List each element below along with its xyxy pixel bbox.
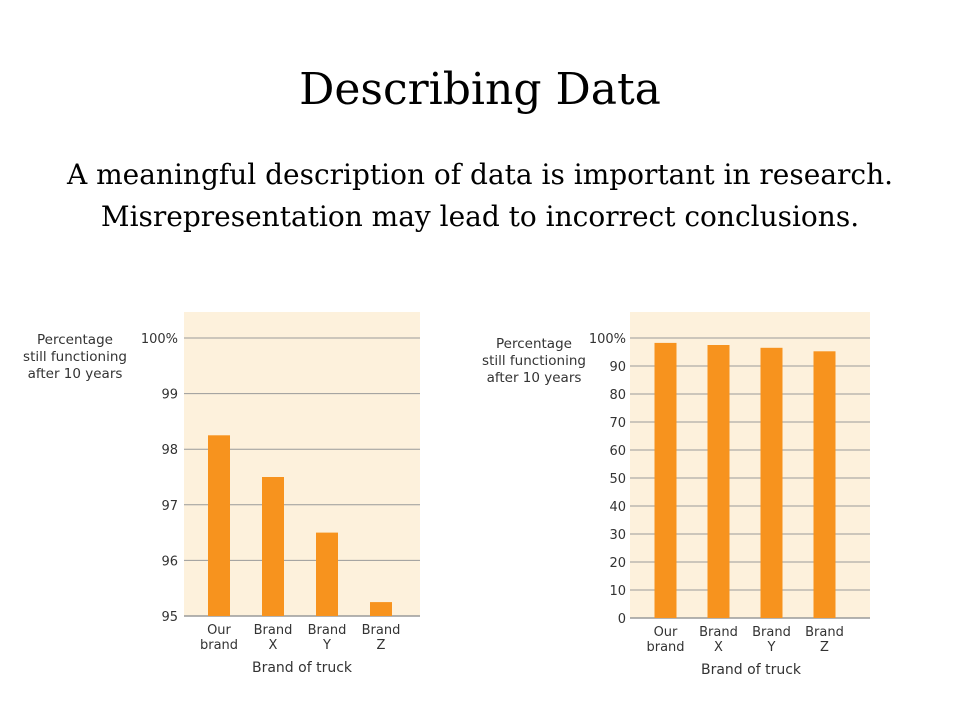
left-y-tick-label: 97	[161, 499, 178, 514]
left-bar	[208, 435, 230, 616]
right-x-tick-label: Brand	[805, 625, 844, 640]
right-x-tick-label: Brand	[752, 625, 791, 640]
right-y-tick-label: 20	[609, 556, 626, 571]
right-y-tick-label: 40	[609, 500, 626, 515]
chart-truncated-axis: 95 96 97 98 99 100% Percentage still functionin…	[0, 300, 440, 700]
left-y-tick-label: 98	[161, 443, 178, 458]
chart-full-axis: 0 10 20 30 40 50 60 70 80 90 100% Percentage still f…	[450, 300, 890, 700]
right-bar	[813, 351, 836, 618]
left-x-tick-label: Brand	[362, 623, 401, 638]
right-y-axis-label: still functioning	[482, 353, 586, 369]
left-y-tick-label: 100%	[141, 332, 178, 347]
right-x-tick-label: brand	[646, 640, 684, 655]
left-x-axis-label: Brand of truck	[252, 660, 353, 676]
slide-title: Describing Data	[299, 64, 661, 115]
left-y-tick-label: 99	[161, 388, 178, 403]
right-bar	[707, 345, 730, 618]
right-y-axis-label: Percentage	[496, 336, 572, 352]
left-y-axis-label: Percentage	[37, 332, 113, 348]
right-x-tick-label: Brand	[699, 625, 738, 640]
left-x-tick-label: X	[269, 638, 278, 653]
left-y-axis-label: after 10 years	[28, 366, 123, 382]
right-y-tick-label: 80	[609, 388, 626, 403]
right-y-tick-label: 100%	[589, 332, 626, 347]
right-x-tick-label: Our	[654, 625, 678, 640]
right-y-tick-label: 10	[609, 584, 626, 599]
right-x-tick-label: Y	[767, 640, 776, 655]
left-y-tick-label: 96	[161, 554, 178, 569]
left-bar	[370, 602, 392, 616]
right-x-tick-label: X	[714, 640, 723, 655]
right-y-tick-label: 90	[609, 360, 626, 375]
right-bar	[760, 347, 783, 618]
right-bar	[654, 342, 677, 618]
left-x-tick-label: Z	[377, 638, 386, 653]
right-y-axis-label: after 10 years	[487, 370, 582, 386]
slide-subtitle: A meaningful description of data is impo…	[66, 158, 894, 233]
right-y-tick-label: 0	[618, 612, 626, 627]
left-x-tick-label: Y	[322, 638, 331, 653]
left-x-tick-label: brand	[200, 638, 238, 653]
left-y-axis-label: still functioning	[23, 349, 127, 365]
left-x-tick-label: Our	[207, 623, 231, 638]
right-x-axis-label: Brand of truck	[701, 662, 802, 678]
left-y-tick-label: 95	[161, 610, 178, 625]
right-y-tick-label: 70	[609, 416, 626, 431]
right-y-tick-label: 50	[609, 472, 626, 487]
left-bar	[262, 477, 284, 616]
left-x-tick-label: Brand	[308, 623, 347, 638]
left-x-tick-label: Brand	[254, 623, 293, 638]
right-y-tick-label: 60	[609, 444, 626, 459]
right-x-tick-label: Z	[820, 640, 829, 655]
left-bar	[316, 532, 338, 616]
right-y-tick-label: 30	[609, 528, 626, 543]
